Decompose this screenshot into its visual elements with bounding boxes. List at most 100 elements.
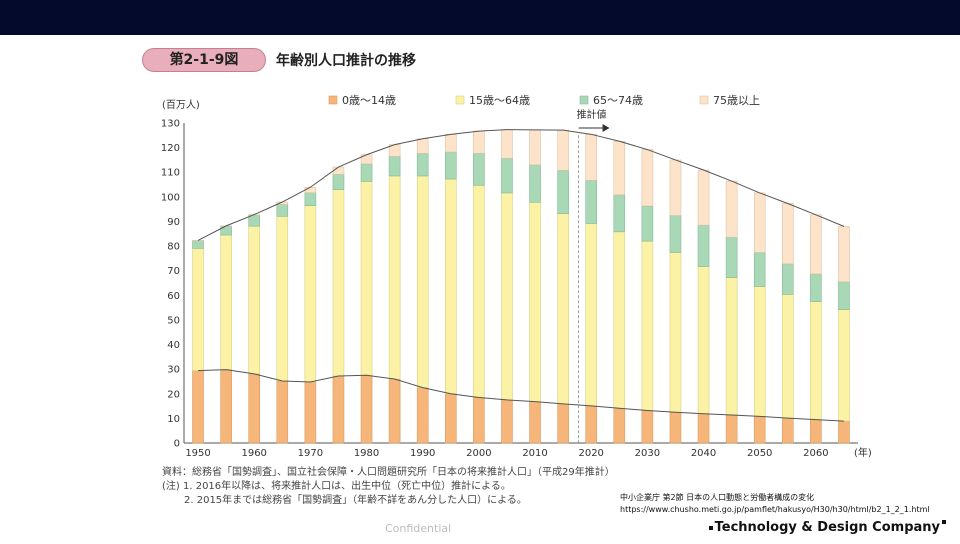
bar-segment-2	[614, 195, 625, 232]
bar-segment-0	[305, 382, 316, 443]
bar-segment-0	[698, 414, 709, 443]
x-tick-label: 1990	[410, 448, 435, 459]
x-tick-label: 2010	[522, 448, 547, 459]
bar-segment-2	[473, 153, 484, 185]
bar-segment-1	[614, 232, 625, 408]
bar-segment-0	[445, 394, 456, 443]
y-tick-label: 80	[167, 242, 180, 253]
bar-segment-0	[473, 397, 484, 443]
bar-segment-0	[361, 375, 372, 443]
y-tick-label: 110	[161, 168, 180, 179]
bar-segment-3	[445, 134, 456, 152]
bar-segment-2	[754, 252, 765, 286]
bar-segment-1	[670, 252, 681, 412]
legend-label: 0歳～14歳	[342, 94, 396, 107]
legend-swatch-3	[700, 96, 708, 104]
bar-segment-1	[221, 235, 232, 370]
bar-segment-2	[389, 156, 400, 176]
bar-segment-3	[586, 134, 597, 180]
y-tick-label: 90	[167, 217, 180, 228]
bar-segment-2	[530, 165, 541, 202]
y-tick-label: 130	[161, 119, 180, 130]
y-tick-label: 50	[167, 315, 180, 326]
bar-segment-2	[417, 153, 428, 176]
bar-segment-3	[838, 226, 849, 281]
y-tick-label: 40	[167, 340, 180, 351]
bar-segment-2	[193, 241, 204, 249]
bar-segment-3	[305, 187, 316, 192]
y-tick-label: 30	[167, 365, 180, 376]
x-tick-label: 2040	[691, 448, 716, 459]
y-tick-label: 120	[161, 143, 180, 154]
y-tick-label: 70	[167, 266, 180, 277]
logo-text: Technology & Design Company	[715, 520, 940, 535]
bar-segment-3	[670, 160, 681, 216]
y-tick-label: 60	[167, 291, 180, 302]
bar-segment-1	[698, 267, 709, 414]
bar-segment-3	[417, 139, 428, 154]
x-axis-unit: (年)	[854, 446, 872, 459]
x-tick-label: 1970	[298, 448, 323, 459]
bar-segment-3	[530, 130, 541, 165]
bar-segment-0	[277, 381, 288, 443]
bar-segment-2	[670, 216, 681, 253]
source-notes: 資料：総務省「国勢調査」、国立社会保障・人口問題研究所「日本の将来推計人口」（平…	[162, 466, 615, 508]
bar-segment-2	[361, 164, 372, 181]
bar-segment-0	[726, 415, 737, 443]
bar-segment-0	[389, 379, 400, 443]
logo-square-icon	[942, 520, 946, 524]
bar-segment-1	[642, 241, 653, 410]
bar-segment-1	[558, 214, 569, 404]
bar-segment-2	[501, 158, 512, 193]
bar-segment-1	[277, 216, 288, 381]
bar-segment-3	[726, 181, 737, 237]
bar-segment-2	[698, 225, 709, 266]
bar-segment-2	[445, 152, 456, 179]
bar-segment-1	[473, 185, 484, 397]
citation-url[interactable]: https://www.chusho.meti.go.jp/pamflet/ha…	[620, 504, 930, 516]
bar-segment-0	[193, 371, 204, 443]
y-tick-label: 0	[174, 439, 180, 450]
bar-segment-1	[810, 302, 821, 420]
x-tick-label: 2050	[747, 448, 772, 459]
bar-segment-0	[782, 418, 793, 443]
bar-segment-2	[726, 237, 737, 277]
legend-label: 15歳～64歳	[469, 94, 530, 107]
bar-segment-0	[249, 374, 260, 443]
bar-segment-2	[305, 193, 316, 206]
bar-segment-3	[642, 150, 653, 206]
bar-segment-3	[333, 167, 344, 174]
x-tick-label: 2060	[803, 448, 828, 459]
bar-segment-1	[249, 226, 260, 374]
confidential-label: Confidential	[385, 522, 451, 535]
logo-square-icon	[709, 526, 713, 530]
bar-segment-0	[586, 406, 597, 443]
bar-segment-2	[810, 274, 821, 302]
legend-swatch-0	[329, 96, 337, 104]
bar-segment-0	[501, 400, 512, 443]
total-population-line	[198, 130, 844, 241]
bar-segment-3	[810, 215, 821, 274]
bar-segment-0	[642, 411, 653, 443]
note-line-1: (注) 1. 2016年以降は、将来推計人口は、出生中位（死亡中位）推計による。	[162, 480, 615, 494]
bar-segment-1	[726, 278, 737, 415]
legend-swatch-2	[580, 96, 588, 104]
legend-label: 65～74歳	[593, 94, 643, 107]
x-tick-label: 1960	[241, 448, 266, 459]
x-tick-label: 2020	[578, 448, 603, 459]
bar-segment-1	[501, 193, 512, 400]
source-line: 資料：総務省「国勢調査」、国立社会保障・人口問題研究所「日本の将来推計人口」（平…	[162, 466, 615, 480]
x-tick-label: 1950	[185, 448, 210, 459]
bar-segment-0	[530, 402, 541, 443]
bar-segment-2	[642, 206, 653, 241]
projection-label: 推計値	[577, 108, 607, 121]
x-tick-label: 2030	[635, 448, 660, 459]
bar-segment-1	[586, 223, 597, 405]
x-tick-label: 1980	[354, 448, 379, 459]
bar-segment-1	[333, 190, 344, 376]
x-tick-label: 2000	[466, 448, 491, 459]
bar-segment-3	[501, 130, 512, 159]
y-tick-label: 10	[167, 414, 180, 425]
bar-segment-1	[445, 179, 456, 394]
